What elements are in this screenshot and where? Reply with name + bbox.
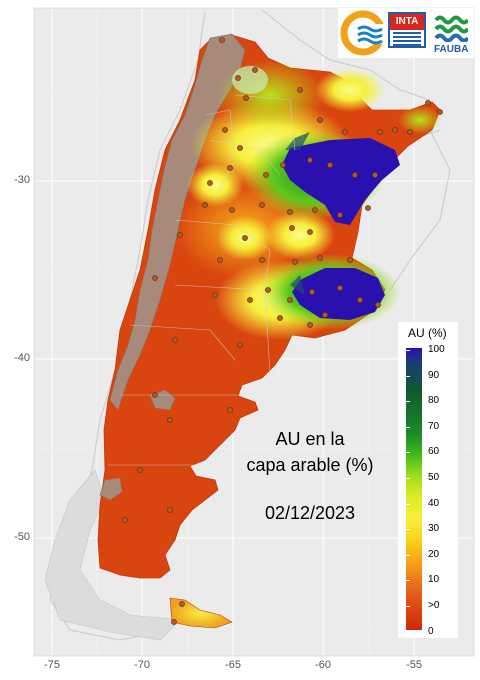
legend-label: 40 <box>428 497 440 509</box>
chile-fjords <box>44 469 181 641</box>
legend-tick <box>406 529 410 531</box>
map-title-line2: capa arable (%) <box>246 455 374 475</box>
x-tick-label: -70 <box>134 659 150 671</box>
y-tick-label: -30 <box>14 174 30 186</box>
legend-label: 50 <box>428 472 440 483</box>
legend-tick <box>406 426 410 428</box>
legend-title: AU (%) <box>408 326 447 340</box>
legend-tick <box>406 401 410 403</box>
map-title-line1: AU en la <box>275 429 345 449</box>
legend-label: >0 <box>428 600 440 611</box>
legend-label: 60 <box>428 446 440 458</box>
x-tick-label: -55 <box>406 659 422 671</box>
legend-label: 90 <box>428 369 440 381</box>
legend-color-bar <box>406 348 422 630</box>
legend-tick <box>406 606 410 607</box>
inta-logo-text: INTA <box>390 14 424 30</box>
legend-tick <box>406 631 410 633</box>
legend-label: 30 <box>428 523 440 535</box>
x-tick-label: -75 <box>44 659 60 671</box>
tierra-del-fuego <box>169 597 233 629</box>
legend-label: 70 <box>428 420 440 432</box>
seal-logo <box>340 10 386 56</box>
wet-zone-south <box>292 268 385 320</box>
x-tick-label: -65 <box>225 659 241 671</box>
station-markers <box>122 37 443 625</box>
legend-label: 20 <box>428 548 440 560</box>
legend-tick <box>406 478 410 479</box>
color-legend: AU (%) 100 90 80 70 60 50 40 30 20 10 >0 0 <box>398 322 458 638</box>
legend-tick <box>406 375 410 377</box>
legend-tick <box>406 452 410 454</box>
legend-label: 100 <box>428 344 445 355</box>
legend-tick <box>406 580 410 582</box>
legend-label: 0 <box>428 625 434 637</box>
province-borders <box>108 94 296 466</box>
inta-logo: INTA <box>388 12 426 48</box>
fauba-logo-text: FAUBA <box>434 44 469 55</box>
legend-label: 10 <box>428 574 440 586</box>
legend-label: 80 <box>428 395 440 407</box>
x-tick-label: -60 <box>315 659 331 671</box>
logo-strip: INTA FAUBA <box>338 8 474 58</box>
y-tick-label: -50 <box>14 531 30 543</box>
legend-tick <box>406 350 410 351</box>
legend-tick <box>406 503 410 505</box>
fauba-wave-icon <box>434 15 468 42</box>
map-date: 02/12/2023 <box>264 503 356 523</box>
map-annotation: AU en la capa arable (%) 02/12/2023 <box>230 426 390 526</box>
y-tick-label: -40 <box>14 352 30 364</box>
legend-tick <box>406 554 410 556</box>
